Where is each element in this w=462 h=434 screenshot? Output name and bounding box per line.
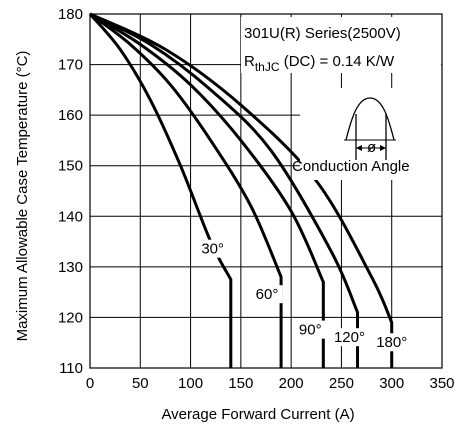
annotation-background <box>241 17 441 73</box>
x-tick-label: 300 <box>379 375 404 392</box>
curve-label: 120° <box>334 329 365 346</box>
series-annotation: 301U(R) Series(2500V) <box>244 25 401 42</box>
x-tick-label: 150 <box>228 375 253 392</box>
y-tick-label: 120 <box>58 309 83 326</box>
rth-annotation: RthJC (DC) = 0.14 K/W <box>244 53 395 74</box>
y-tick-label: 160 <box>58 107 83 124</box>
x-tick-label: 250 <box>329 375 354 392</box>
curve-label-background <box>371 333 412 352</box>
y-tick-label: 140 <box>58 208 83 225</box>
series-line <box>89 12 394 368</box>
y-tick-label: 130 <box>58 259 83 276</box>
series-line <box>89 12 283 368</box>
y-tick-label: 180 <box>58 6 83 23</box>
series-line <box>88 13 233 368</box>
curve-label-background <box>294 320 326 339</box>
y-tick-label: 150 <box>58 158 83 175</box>
curve-label: 180° <box>376 334 407 351</box>
conduction-background <box>300 88 442 180</box>
rth-suffix: (DC) = 0.14 K/W <box>280 53 395 70</box>
x-axis-label: Average Forward Current (A) <box>161 406 354 423</box>
tick-labels: 0 50 100 150 200 250 300 350 110 120 130 140 150 160 1… <box>58 6 455 392</box>
curve-label: 90° <box>299 322 322 339</box>
rth-prefix: R <box>244 53 255 70</box>
x-tick-label: 200 <box>279 375 304 392</box>
x-tick-label: 50 <box>132 375 149 392</box>
conduction-angle-label: Conduction Angle <box>292 158 410 175</box>
phi-symbol: ø <box>367 139 376 156</box>
curve-label-background <box>329 328 370 347</box>
x-tick-label: 0 <box>86 375 94 392</box>
plot-frame <box>89 13 443 369</box>
conduction-angle-waveform-icon <box>344 97 396 160</box>
curve-label-background <box>251 285 283 304</box>
series-line <box>89 12 325 368</box>
y-tick-label: 110 <box>59 360 83 377</box>
rth-subscript: thJC <box>255 60 280 74</box>
curve-labels: 30° 60° 90° 120° 180° <box>197 239 412 352</box>
y-axis-label: Maximum Allowable Case Temperature (°C) <box>14 51 31 342</box>
curve-label-background <box>197 239 229 258</box>
curve-label: 30° <box>201 241 224 258</box>
series-line <box>89 12 360 368</box>
curve-label: 60° <box>256 286 279 303</box>
x-tick-label: 100 <box>178 375 203 392</box>
annotation-box: 301U(R) Series(2500V) RthJC (DC) = 0.14 … <box>241 17 442 180</box>
y-tick-label: 170 <box>58 57 83 74</box>
x-tick-label: 350 <box>429 375 454 392</box>
